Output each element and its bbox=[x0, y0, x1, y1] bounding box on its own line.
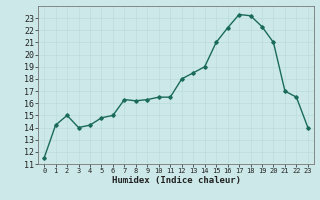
X-axis label: Humidex (Indice chaleur): Humidex (Indice chaleur) bbox=[111, 176, 241, 185]
